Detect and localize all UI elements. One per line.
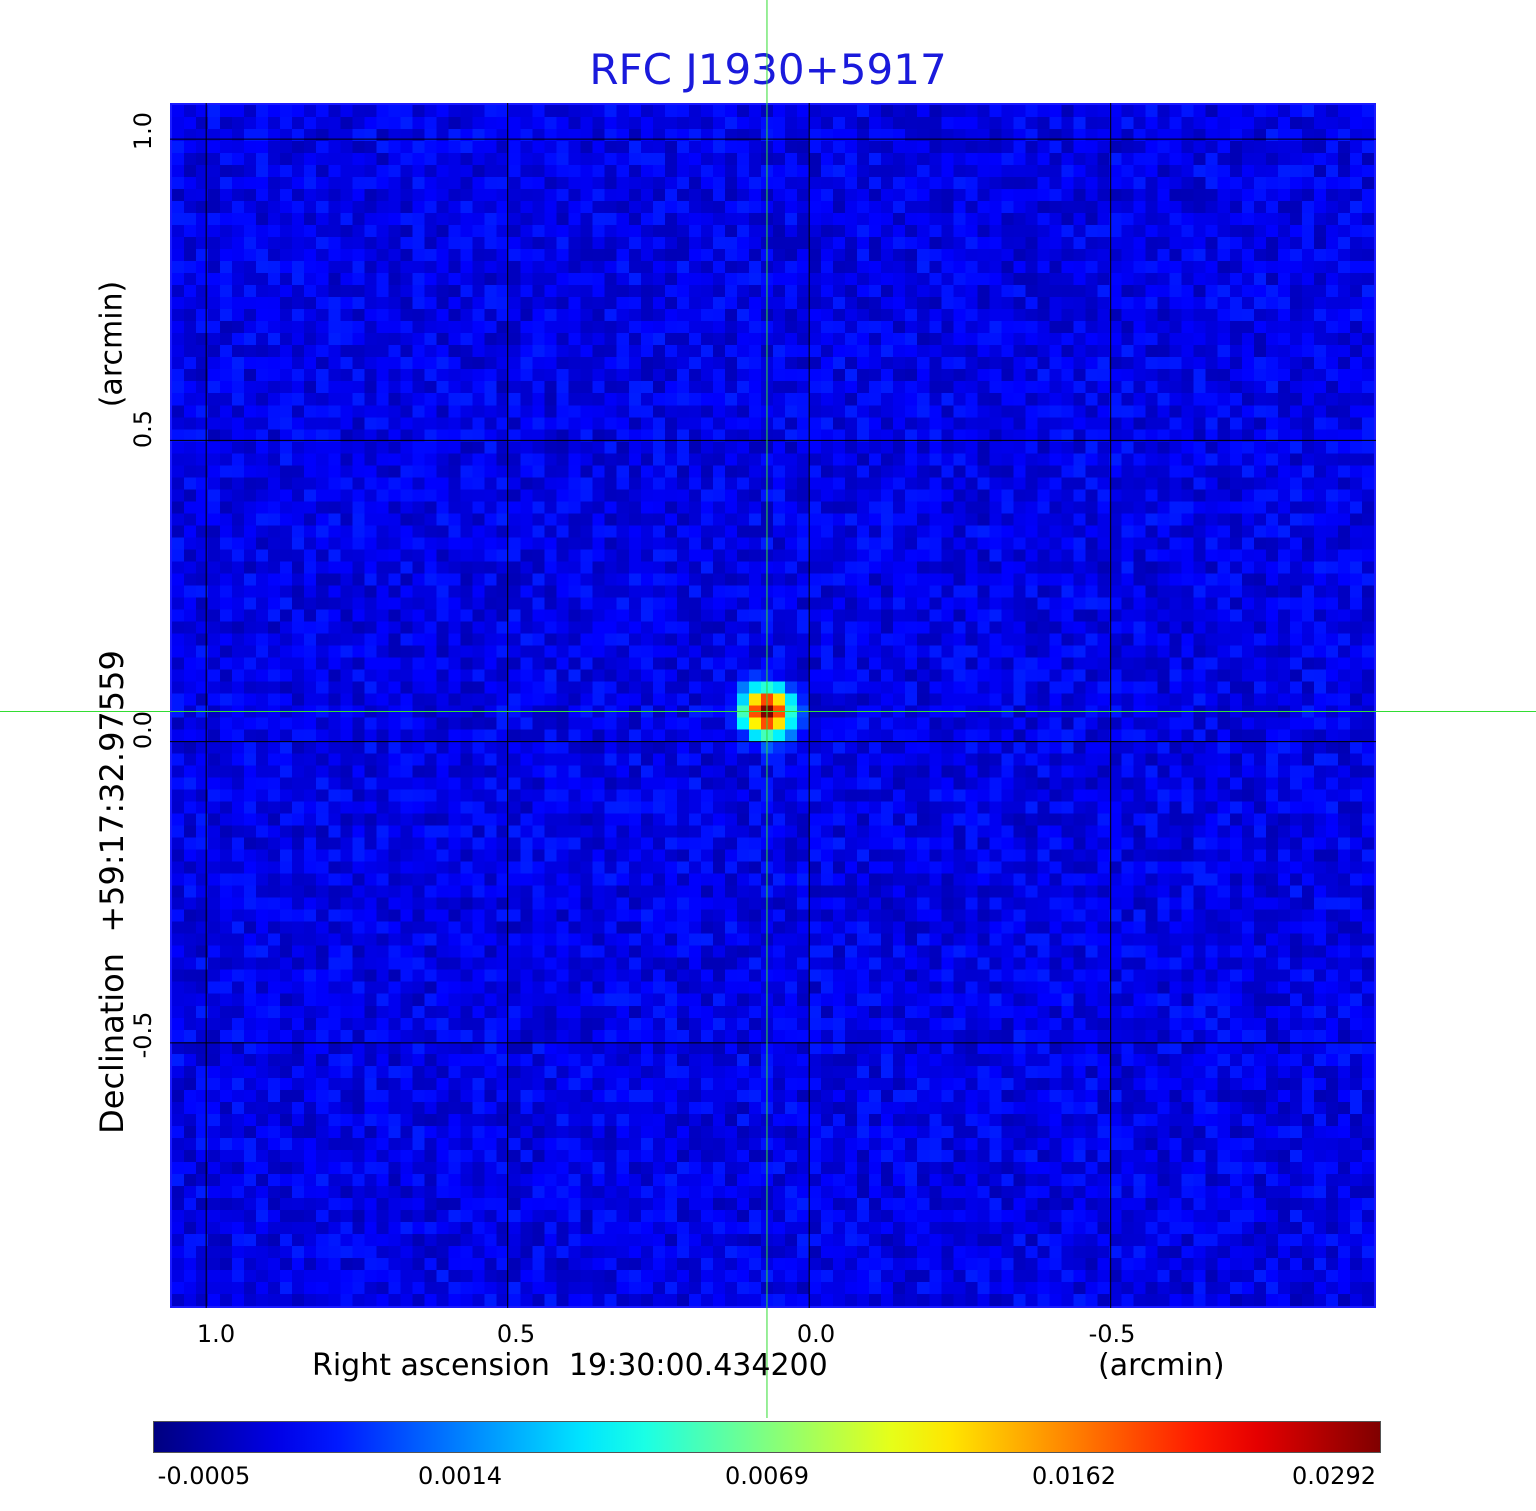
y-axis-unit: (arcmin) [94,280,130,408]
colorbar-tick-label: -0.0005 [157,1462,251,1490]
y-tick-label: 0.0 [129,710,157,750]
x-tick-label: 0.0 [796,1320,836,1348]
y-tick-label: 1.0 [129,111,157,151]
colorbar [153,1421,1381,1453]
y-tick-label: -0.5 [129,1011,157,1059]
colorbar-tick-label: 0.0014 [418,1462,502,1490]
colorbar-tick-label: 0.0069 [725,1462,809,1490]
sky-map[interactable] [170,103,1376,1308]
x-tick-label: 0.5 [496,1320,536,1348]
colorbar-tick-label: 0.0292 [1292,1462,1376,1490]
x-tick-label: -0.5 [1088,1320,1136,1348]
y-tick-label: 0.5 [129,409,157,449]
intensity-image[interactable] [172,105,1374,1306]
x-axis-label: Right ascension 19:30:00.434200 [312,1348,828,1383]
map-title: RFC J1930+5917 [589,45,947,94]
colorbar-tick-label: 0.0162 [1032,1462,1116,1490]
x-axis-unit: (arcmin) [1098,1348,1225,1383]
x-tick-label: 1.0 [196,1320,236,1348]
y-axis-label: Declination +59:17:32.97559 [93,650,131,1134]
